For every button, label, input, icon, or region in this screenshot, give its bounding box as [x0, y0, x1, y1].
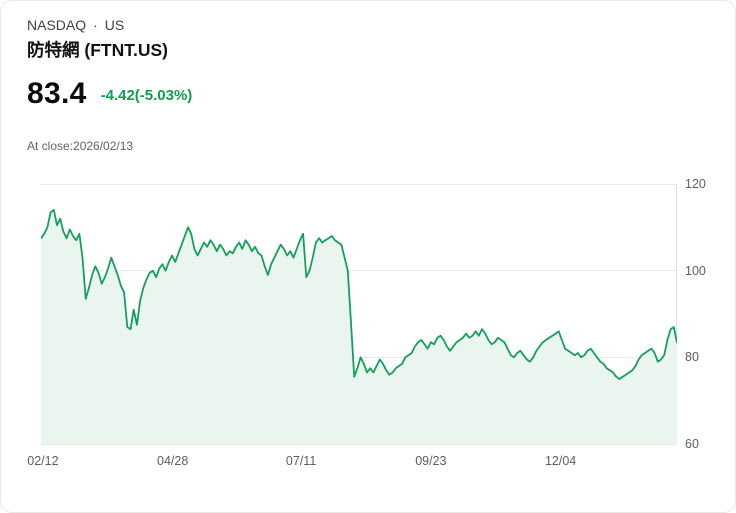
x-axis-label: 12/04: [544, 454, 577, 468]
x-axis-label: 02/12: [27, 454, 59, 468]
gridline: [41, 270, 676, 272]
exchange-name: NASDAQ: [27, 17, 87, 33]
price-row: 83.4 -4.42(-5.03%): [27, 79, 192, 109]
exchange-line: NASDAQ · US: [27, 17, 192, 33]
stock-title: 防特網 (FTNT.US): [27, 40, 168, 60]
region-label: US: [104, 17, 125, 33]
price-line-chart: [41, 209, 677, 444]
x-axis-label: 09/23: [415, 454, 447, 468]
close-info: At close:2026/02/13: [27, 139, 134, 153]
separator-dot: ·: [93, 17, 98, 33]
price-change: -4.42(-5.03%): [100, 86, 193, 104]
x-axis: 02/12 04/28 07/11 09/23 12/04: [27, 454, 677, 470]
gridline: [41, 183, 676, 185]
x-axis-label: 07/11: [285, 454, 317, 468]
area-fill: [41, 210, 677, 444]
gridline: [41, 443, 676, 445]
y-axis-label: 120: [685, 177, 706, 191]
y-axis-label: 60: [685, 437, 699, 451]
price-line: [41, 209, 677, 380]
current-price: 83.4: [27, 77, 87, 110]
y-axis-label: 100: [685, 263, 706, 278]
price-chart-plot-area[interactable]: [41, 183, 677, 445]
x-axis-label: 04/28: [157, 454, 189, 468]
gridline: [41, 356, 676, 358]
y-axis-label: 80: [685, 350, 699, 365]
y-axis: 120 100 80 60: [685, 177, 729, 451]
quote-header: NASDAQ · US 防特網 (FTNT.US) 83.4 -4.42(-5.…: [27, 17, 192, 153]
